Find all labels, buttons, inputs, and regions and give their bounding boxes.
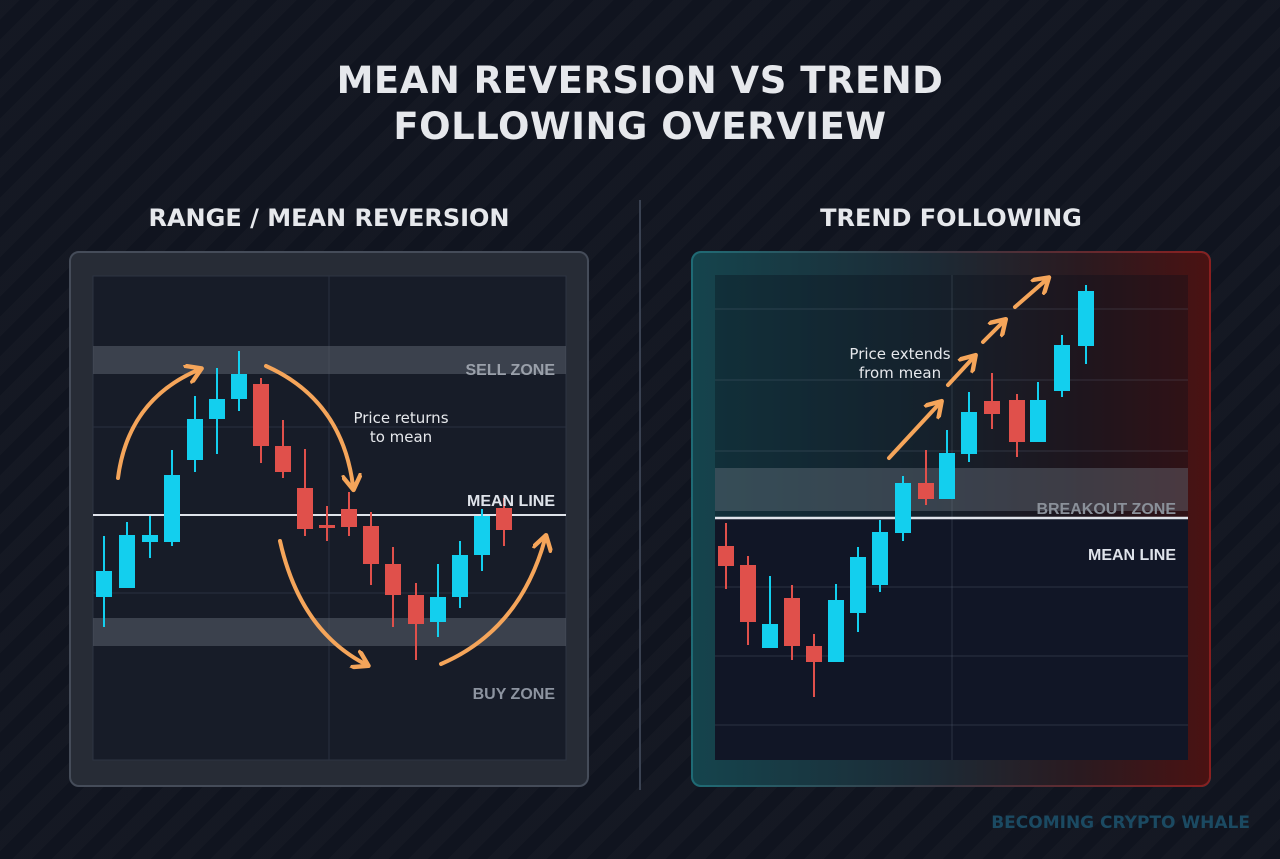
watermark: BECOMING CRYPTO WHALE [991, 813, 1250, 833]
bullish-candle [474, 516, 490, 555]
bullish-candle [209, 399, 225, 419]
bullish-candle [895, 483, 911, 533]
bullish-candle [1054, 345, 1070, 391]
right-annotation-line2: from mean [859, 364, 941, 382]
bearish-candle [784, 598, 800, 646]
arrow-up-right-icon [946, 358, 973, 387]
left-annotation-line1: Price returns [353, 409, 448, 427]
right-panel-heading: TREND FOLLOWING [820, 204, 1082, 232]
arrow-up-icon [116, 370, 198, 480]
bearish-candle [1009, 400, 1025, 442]
bullish-candle [872, 532, 888, 585]
right-mean-line-label: MEAN LINE [1088, 547, 1176, 564]
left-annotation-line2: to mean [370, 428, 432, 446]
breakout-zone-label: BREAKOUT ZONE [1036, 501, 1176, 518]
right-annotation-line1: Price extends [849, 345, 950, 363]
bullish-candle [762, 624, 778, 648]
left-arrows [116, 364, 545, 666]
bearish-candle [341, 509, 357, 527]
bearish-candle [496, 508, 512, 530]
bullish-candle [119, 535, 135, 588]
bullish-candle [850, 557, 866, 613]
bearish-candle [806, 646, 822, 662]
bearish-candle [408, 595, 424, 624]
bullish-candle [452, 555, 468, 597]
right-arrows [887, 280, 1046, 460]
bearish-candle [297, 488, 313, 529]
arrow-up-icon [439, 539, 545, 666]
buy-zone-label: BUY ZONE [473, 686, 556, 703]
bearish-candle [918, 483, 934, 499]
bearish-candle [275, 446, 291, 472]
left-mean-line-label: MEAN LINE [467, 493, 555, 510]
bearish-candle [253, 384, 269, 446]
bearish-candle [718, 546, 734, 566]
bearish-candle [319, 525, 335, 528]
bullish-candle [1030, 400, 1046, 442]
bullish-candle [939, 453, 955, 499]
arrow-down-icon [264, 364, 353, 486]
sell-zone-label: SELL ZONE [466, 362, 556, 379]
buy-zone [93, 618, 566, 646]
arrow-up-right-icon [1013, 280, 1046, 309]
bullish-candle [828, 600, 844, 662]
bullish-candle [164, 475, 180, 542]
bearish-candle [363, 526, 379, 564]
left-panel-heading: RANGE / MEAN REVERSION [148, 204, 510, 232]
arrow-down-icon [278, 539, 365, 664]
bullish-candle [142, 535, 158, 542]
bullish-candle [96, 571, 112, 597]
bullish-candle [1078, 291, 1094, 346]
arrow-up-right-icon [887, 404, 939, 460]
bullish-candle [430, 597, 446, 622]
bullish-candle [187, 419, 203, 460]
bearish-candle [385, 564, 401, 595]
right-candles [718, 285, 1094, 697]
page-title: MEAN REVERSION VS TREND FOLLOWING OVERVI… [336, 59, 944, 148]
arrow-up-right-icon [981, 322, 1003, 344]
bullish-candle [231, 374, 247, 399]
bullish-candle [961, 412, 977, 454]
panel-divider [639, 200, 641, 790]
bearish-candle [984, 401, 1000, 414]
left-candles [96, 351, 512, 660]
bearish-candle [740, 565, 756, 622]
sell-zone [93, 346, 566, 374]
